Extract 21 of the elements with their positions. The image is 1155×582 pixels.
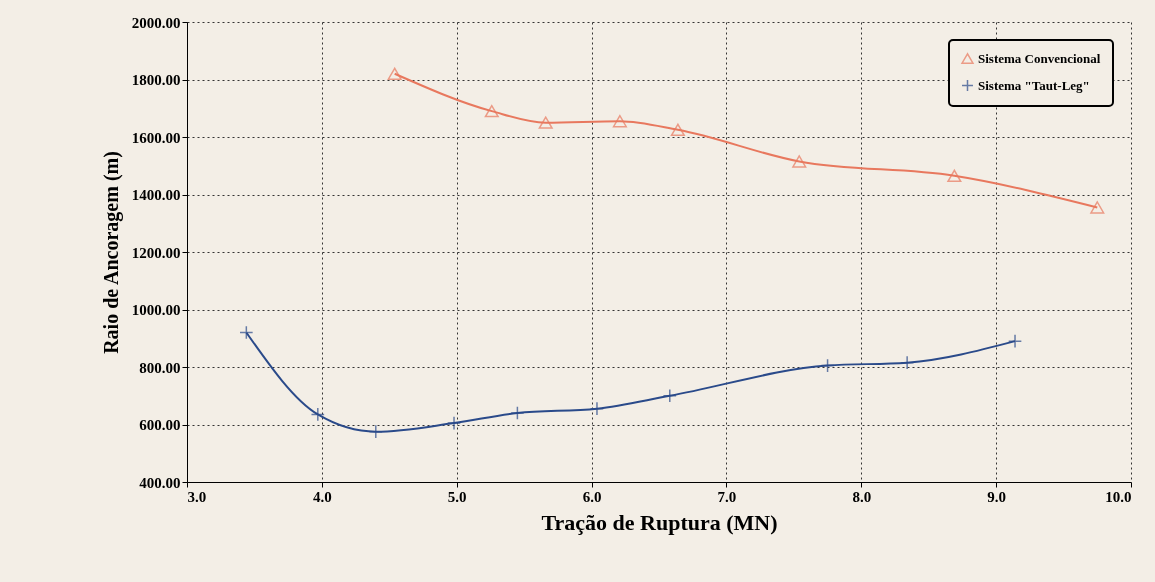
y-tick-label: 1600.00	[131, 129, 181, 146]
y-tick-label: 2000.00	[131, 14, 181, 31]
y-tick-label: 1000.00	[131, 302, 181, 318]
y-tick-label: 1800.00	[131, 72, 181, 88]
x-tick-label: 3.0	[187, 488, 207, 505]
y-tick-label: 800.00	[139, 359, 181, 376]
x-tick-label: 10.0	[1105, 488, 1132, 505]
x-tick-label: 9.0	[987, 488, 1007, 505]
x-tick-label: 8.0	[852, 488, 872, 505]
legend-label: Sistema "Taut-Leg"	[978, 77, 1090, 93]
x-tick-label: 7.0	[717, 488, 737, 505]
y-tick-label: 1200.00	[131, 244, 181, 261]
x-axis-title: Tração de Ruptura (MN)	[541, 509, 778, 535]
y-tick-label: 1400.00	[131, 187, 181, 203]
x-tick-label: 4.0	[312, 488, 332, 505]
x-tick-label: 6.0	[582, 488, 602, 505]
x-tick-label: 5.0	[447, 488, 467, 505]
legend-label: Sistema Convencional	[978, 50, 1101, 66]
y-tick-label: 600.00	[139, 417, 181, 433]
y-tick-label: 400.00	[139, 474, 181, 491]
y-axis-title: Raio de Ancoragem (m)	[99, 151, 123, 354]
